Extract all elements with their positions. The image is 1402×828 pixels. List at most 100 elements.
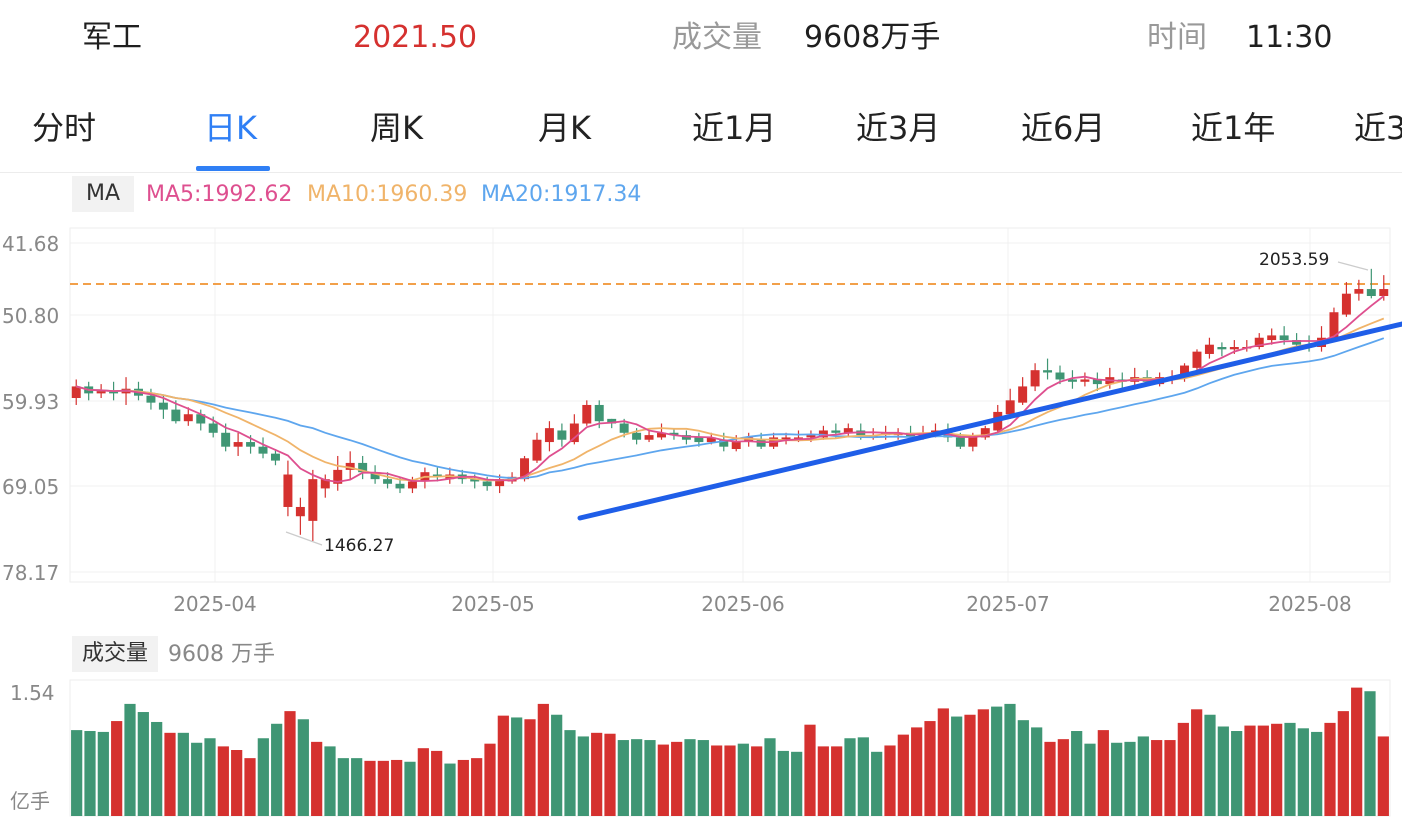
candle-body — [183, 414, 193, 422]
candlesticks — [71, 268, 1389, 542]
date-axis: 2025-04 2025-05 2025-06 2025-07 2025-08 — [173, 592, 1352, 616]
tab-1-year[interactable]: 近1年 — [1191, 109, 1276, 147]
candle-body — [233, 442, 243, 447]
period-tabs: 分时 日K 周K 月K 近1月 近3月 近6月 近1年 近3 — [0, 96, 1402, 173]
volume-bar — [1377, 736, 1389, 816]
volume-bar — [1351, 687, 1363, 816]
volume-bar — [217, 746, 229, 816]
candle-body — [258, 446, 268, 454]
volume-bar — [764, 738, 776, 816]
volume-bar — [1031, 727, 1043, 816]
trend-line — [577, 321, 1402, 521]
candle-body — [1192, 351, 1202, 368]
volume-badge[interactable]: 成交量 — [72, 636, 158, 672]
candle-body — [246, 442, 256, 447]
volume-bar — [151, 721, 163, 816]
candle-body — [1067, 379, 1077, 382]
volume-bar — [697, 740, 709, 816]
candle-body — [569, 423, 579, 443]
extreme-annotations: 2053.59 1466.27 — [285, 250, 1369, 556]
volume-bar — [471, 758, 483, 816]
tab-6-month[interactable]: 近6月 — [1021, 109, 1106, 147]
volume-bar — [244, 758, 256, 816]
candle-body — [955, 437, 965, 447]
candle-body — [1092, 379, 1102, 385]
candle-body — [358, 462, 368, 473]
candle-body — [1229, 347, 1239, 350]
candle-body — [221, 432, 231, 447]
time-label: 时间 — [1147, 20, 1207, 55]
date-tick-label: 2025-08 — [1268, 592, 1352, 616]
high-value-label: 2053.59 — [1259, 250, 1329, 270]
candle-body — [520, 458, 530, 480]
volume-bar — [1017, 720, 1029, 816]
candle-body — [1341, 293, 1351, 315]
candle-body — [333, 469, 343, 484]
volume-bar — [204, 738, 216, 816]
tab-daily-k[interactable]: 日K — [204, 109, 257, 147]
candle-body — [1354, 289, 1364, 294]
candle-body — [383, 479, 393, 484]
volume-bar — [137, 712, 149, 816]
volume-bar — [1004, 703, 1016, 816]
candle-body — [482, 481, 492, 487]
volume-bar — [257, 738, 269, 816]
volume-bar — [711, 745, 723, 816]
candle-body — [669, 432, 679, 436]
volume-bar — [751, 746, 763, 816]
tab-weekly-k[interactable]: 周K — [370, 109, 423, 147]
volume-bar — [524, 719, 536, 816]
volume-bar — [1071, 731, 1083, 816]
volume-bar — [924, 721, 936, 816]
candle-body — [681, 435, 691, 440]
price-tick-label: 50.80 — [2, 304, 59, 328]
candle-body — [395, 483, 405, 489]
volume-bar — [551, 714, 563, 816]
candle-body — [1180, 365, 1190, 378]
volume-bar — [804, 724, 816, 816]
volume-axis: 1.54 亿手 — [10, 681, 55, 813]
tab-intraday[interactable]: 分时 — [32, 109, 97, 147]
volume-bar — [1097, 730, 1109, 816]
volume-bar — [724, 745, 736, 816]
volume-bar — [1084, 743, 1096, 816]
candle-body — [320, 479, 330, 489]
candle-body — [1055, 372, 1065, 380]
volume-bar — [457, 759, 469, 816]
candle-body — [470, 479, 480, 482]
ma-badge[interactable]: MA — [72, 176, 134, 212]
candle-body — [619, 423, 629, 433]
volume-bar — [937, 708, 949, 816]
volume-bar — [577, 736, 589, 816]
candle-body — [1292, 340, 1302, 345]
volume-bar — [1191, 709, 1203, 816]
volume-bar — [84, 731, 96, 816]
volume-bar — [657, 744, 669, 816]
volume-bar — [71, 730, 83, 816]
candle-body — [196, 414, 206, 424]
volume-bar — [1151, 740, 1163, 816]
volume-bar — [1111, 742, 1123, 816]
candle-body — [806, 435, 816, 438]
candle-body — [1142, 377, 1152, 382]
volume-bar — [857, 737, 869, 816]
volume-bar — [684, 739, 696, 816]
candle-body — [308, 479, 318, 521]
tab-1-month[interactable]: 近1月 — [692, 109, 777, 147]
tab-3-month[interactable]: 近3月 — [856, 109, 941, 147]
candle-body — [843, 428, 853, 433]
low-value-label: 1466.27 — [324, 536, 394, 556]
volume-bar — [1137, 736, 1149, 816]
candle-body — [1005, 400, 1015, 415]
ma20-value: MA20:1917.34 — [481, 182, 642, 207]
candle-body — [731, 442, 741, 450]
candle-body — [544, 428, 554, 443]
tab-3-year[interactable]: 近3 — [1354, 109, 1402, 147]
volume-bar — [1217, 726, 1229, 816]
volume-value: 9608万手 — [804, 20, 941, 55]
tab-monthly-k[interactable]: 月K — [538, 109, 591, 147]
volume-bar — [1164, 740, 1176, 816]
candle-body — [432, 474, 442, 477]
price-tick-label: 69.05 — [2, 475, 59, 499]
